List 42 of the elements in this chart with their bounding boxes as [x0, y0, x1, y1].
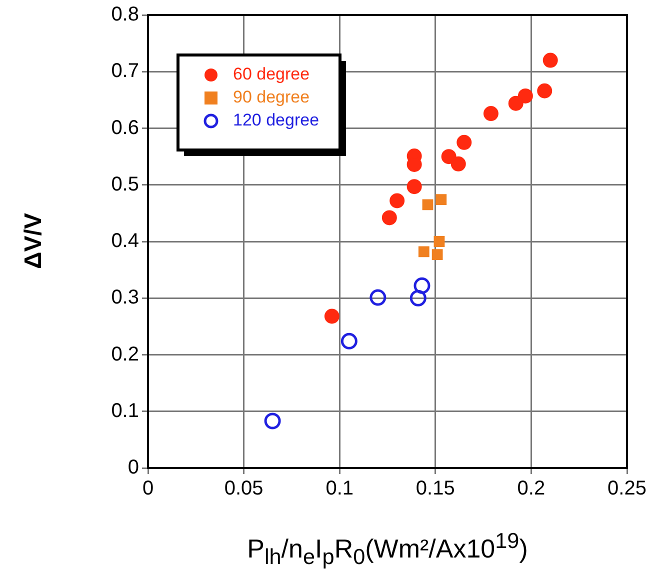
point — [390, 193, 405, 208]
text: P$_{lh}$/n$_{e}$I$_{p}$R$_{0}$(Wm²/Ax10$^{19}$) — [247, 528, 528, 569]
y-tick-label: 0.5 — [111, 173, 139, 196]
point — [434, 236, 445, 247]
point — [542, 52, 558, 68]
legend-label: 90 degree — [233, 88, 310, 107]
point — [414, 277, 430, 294]
point — [370, 289, 386, 306]
y-tick-label: 0.7 — [111, 60, 139, 82]
point — [418, 246, 430, 258]
point — [264, 412, 281, 430]
point — [422, 199, 434, 210]
legend-label: 60 degree — [233, 64, 310, 84]
x-tick-label: 0.2 — [517, 478, 546, 500]
point — [436, 194, 447, 206]
point — [518, 88, 533, 104]
point — [537, 83, 552, 98]
point — [410, 290, 426, 306]
y-tick-label: 0.3 — [111, 286, 139, 309]
y-tick-label: 0.6 — [111, 116, 139, 139]
point — [324, 308, 340, 324]
point — [441, 149, 456, 164]
point — [508, 96, 524, 111]
legend-label: 120 degree — [233, 110, 320, 130]
x-tick-label: 0 — [142, 478, 154, 500]
x-tick-label: 0.25 — [608, 478, 646, 500]
x-tick-label: 0.1 — [326, 478, 354, 500]
point — [382, 210, 397, 226]
point — [483, 106, 498, 122]
y-axis-title: ΔV/V — [20, 213, 48, 269]
point — [432, 249, 443, 260]
point — [340, 332, 358, 350]
y-tick-label: 0.2 — [111, 343, 139, 366]
x-tick-label: 0.15 — [416, 478, 455, 500]
point — [450, 156, 466, 172]
point — [456, 134, 472, 150]
y-tick-label: 0 — [128, 456, 139, 479]
point — [406, 179, 422, 194]
y-tick-label: 0.8 — [111, 4, 139, 26]
x-tick-label: 0.05 — [224, 478, 264, 500]
y-tick-label: 0.4 — [111, 230, 139, 252]
y-tick-label: 0.1 — [111, 400, 139, 422]
